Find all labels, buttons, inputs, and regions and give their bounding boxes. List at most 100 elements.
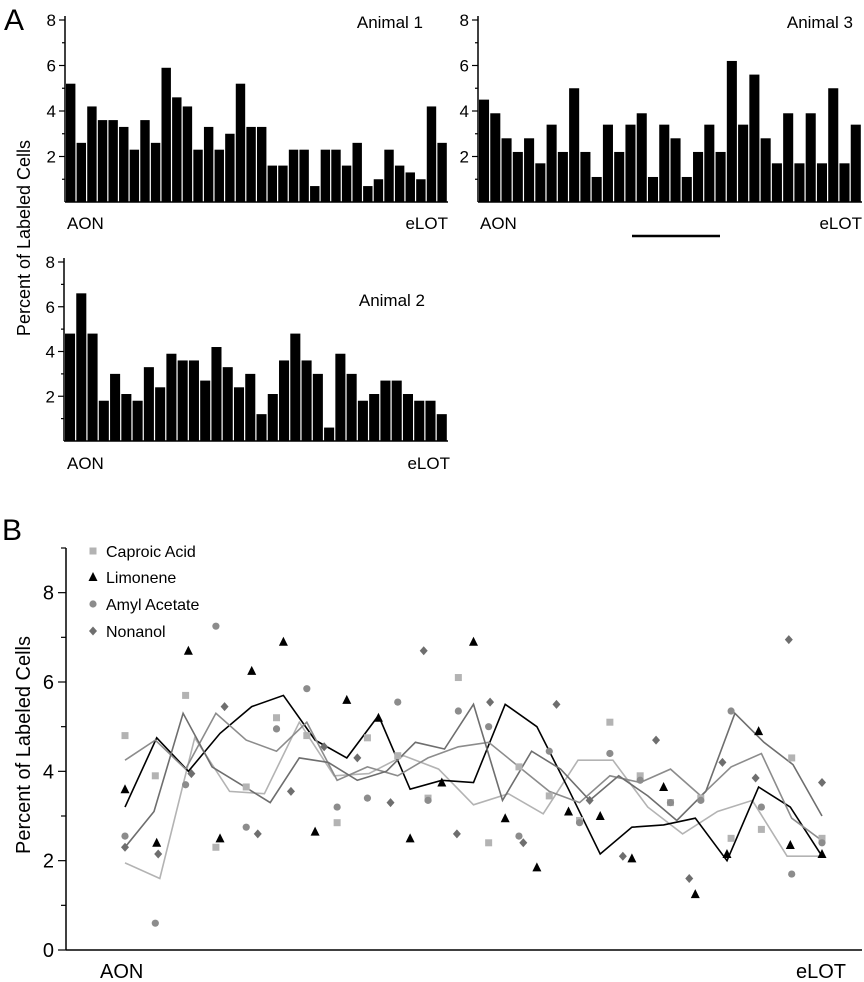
animal-3-bar <box>557 151 568 202</box>
amyl-acetate-point <box>545 747 553 755</box>
animal-2-bar <box>414 400 425 441</box>
amyl-acetate-point <box>666 799 675 807</box>
panel-b-y-tick-label: 4 <box>43 761 54 783</box>
animal-1-xlabel-left: AON <box>67 214 104 233</box>
limonene-point <box>627 853 637 863</box>
animal-2-bar <box>121 394 132 441</box>
animal-1-bar <box>405 172 415 202</box>
animal-3-bar <box>794 163 805 202</box>
amyl-acetate-point <box>575 819 584 827</box>
caproic-acid-point <box>151 772 159 780</box>
panel-b-y-tick-label: 0 <box>43 940 54 962</box>
nonanol-trend-line <box>124 702 823 848</box>
caproic-acid-point <box>545 792 553 800</box>
animal-3-bar <box>715 151 726 202</box>
caproic-acid-point <box>788 754 796 762</box>
limonene-point <box>373 712 383 722</box>
animal-1-bar <box>373 179 384 202</box>
animal-3-bar <box>625 124 636 202</box>
animal-1-bar <box>66 83 76 202</box>
amyl-acetate-point <box>151 919 159 927</box>
animal-2-bar <box>155 387 166 441</box>
animal-2-bar <box>222 367 233 441</box>
amyl-acetate-point <box>333 803 341 811</box>
animal-3-xlabel-left: AON <box>480 214 517 233</box>
animal-3-bar <box>726 60 737 203</box>
animal-1-bar <box>341 165 352 202</box>
caproic-acid-point <box>757 825 765 833</box>
limonene-point <box>120 784 130 794</box>
animal-2-title: Animal 2 <box>359 291 425 310</box>
limonene-point <box>500 813 510 823</box>
animal-1-bar <box>384 149 394 202</box>
animal-2-bar <box>335 353 346 441</box>
animal-2-y-tick-label: 6 <box>46 298 55 317</box>
caproic-acid-point <box>212 843 220 851</box>
caproic-acid-point <box>636 772 644 780</box>
caproic-acid-point <box>485 839 493 847</box>
animal-3-bar <box>738 124 749 202</box>
animal-3-bar <box>659 124 670 202</box>
animal-2-bar <box>256 414 267 441</box>
panel-b-label: B <box>2 514 22 547</box>
animal-1-bar <box>172 97 182 202</box>
animal-2-y-tick-label: 2 <box>46 387 55 406</box>
limonene-point <box>532 862 542 872</box>
animal-1-bar <box>426 106 437 202</box>
animal-2-bar <box>132 400 143 441</box>
chart-animal-1: Animal 1 AON eLOT 2 4 6 8 <box>47 11 448 233</box>
nonanol-point <box>452 829 461 839</box>
animal-3-bar <box>839 163 850 202</box>
animal-1-bar <box>140 120 150 202</box>
limonene-point <box>659 781 669 791</box>
caproic-acid-point <box>818 834 826 842</box>
amyl-acetate-point <box>485 723 493 731</box>
nonanol-point <box>718 757 727 767</box>
amyl-acetate-point <box>697 796 705 804</box>
chart-animal-2: Animal 2 AON eLOT 2 4 6 8 <box>46 253 450 473</box>
nonanol-point <box>652 735 661 745</box>
nonanol-point <box>552 699 561 709</box>
animal-1-bar <box>76 142 87 202</box>
nonanol-point <box>519 838 528 848</box>
animal-2-y-tick-label: 8 <box>46 253 55 272</box>
animal-1-bar <box>278 165 288 202</box>
nonanol-point <box>685 874 694 884</box>
caproic-acid-point <box>273 714 281 722</box>
animal-1-bar <box>310 186 320 202</box>
chart-animal-3: Animal 3 AON eLOT 2 4 6 8 <box>460 11 862 238</box>
animal-3-bar <box>805 113 816 202</box>
animal-3-bar <box>647 176 659 202</box>
caproic-acid-trend-line <box>124 720 822 880</box>
caproic-acid-point <box>515 763 523 771</box>
panel-a-label: A <box>4 4 24 37</box>
caproic-acid-point <box>303 732 311 740</box>
nonanol-point <box>253 829 262 839</box>
animal-1-bar <box>129 149 140 202</box>
nonanol-point <box>419 646 428 656</box>
animal-2-bar <box>188 360 199 441</box>
amyl-acetate-point <box>788 870 796 878</box>
animal-1-bar <box>87 106 97 202</box>
limonene-trend-line <box>124 694 823 863</box>
nonanol-point <box>187 769 196 779</box>
animal-3-y-tick-label: 4 <box>460 102 469 121</box>
panel-b-y-tick-label: 2 <box>43 851 54 873</box>
amyl-acetate-point <box>424 796 432 804</box>
animal-3-bar <box>512 151 523 202</box>
caproic-acid-point <box>242 783 250 791</box>
animal-3-bar <box>490 113 501 202</box>
animal-2-bar <box>267 394 278 441</box>
animal-2-xlabel-right: eLOT <box>407 454 450 473</box>
panel-b-xlabel-right: eLOT <box>796 961 846 982</box>
chart-odorants: AON eLOT 0 2 4 6 8 Caproic Acid Limonene Amy… <box>43 544 862 982</box>
caproic-acid-point <box>606 718 614 726</box>
animal-3-y-tick-label: 8 <box>460 11 469 30</box>
animal-3-bar <box>816 163 827 202</box>
animal-1-bar <box>352 142 362 202</box>
nonanol-point <box>486 697 495 707</box>
nonanol-point <box>618 851 627 861</box>
nonanol-point <box>784 635 793 645</box>
legend-marker-amyl-acetate <box>89 600 97 608</box>
